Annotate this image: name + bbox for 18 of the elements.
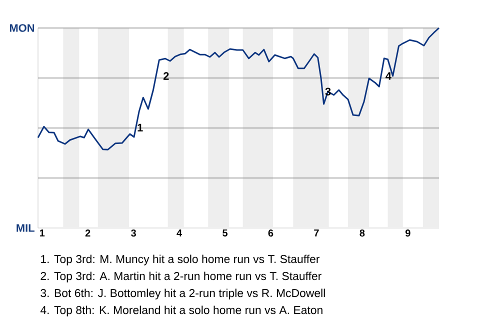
text: MIL <box>16 224 34 232</box>
annotation: 4 <box>386 72 392 80</box>
x-tick-label: 9 <box>405 230 410 237</box>
x-tick-label: 5 <box>222 230 228 236</box>
text: MON <box>10 24 34 32</box>
x-tick-label: 2 <box>85 230 90 236</box>
text: 3. Bot 6th: J. Bottomley hit a 2-run triple vs R. McDowell <box>40 288 325 300</box>
x-tick-label: 8 <box>360 230 365 237</box>
text: 2. Top 3rd: A. Martin hit a 2-run home run vs T. Stauffer <box>40 272 322 282</box>
x-tick-label: 7 <box>314 230 319 236</box>
text: 4. Top 8th: K. Moreland hit a solo home run vs A. Eaton <box>40 306 322 316</box>
x-tick-label: 4 <box>176 230 182 236</box>
x-tick-label: 6 <box>268 230 274 237</box>
x-tick-label: 1 <box>40 230 45 236</box>
x-tick-label: 3 <box>131 230 136 237</box>
annotation: 1 <box>138 124 143 132</box>
annotation: 2 <box>163 72 169 80</box>
text: 1. Top 3rd: M. Muncy hit a solo home run vs T. Stauffer <box>41 254 320 266</box>
